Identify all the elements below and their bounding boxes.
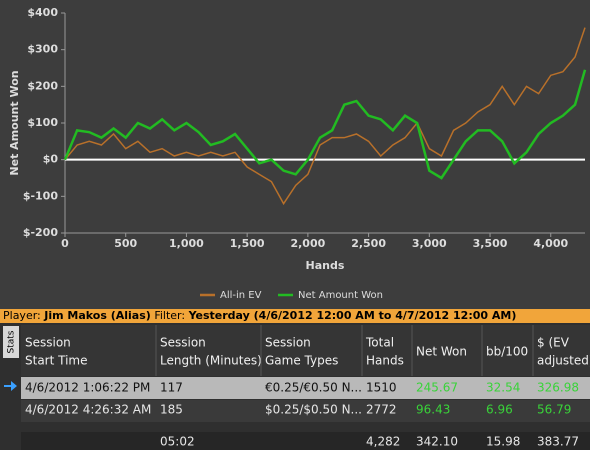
y-tick-label: $200 <box>27 79 58 92</box>
cell: 117 <box>160 381 183 395</box>
y-tick-label: $-200 <box>23 226 59 239</box>
x-tick-label: 1,500 <box>230 237 265 250</box>
y-tick-label: $400 <box>27 6 58 19</box>
cell: 32.54 <box>486 381 520 395</box>
cell: 96.43 <box>416 403 450 417</box>
stats-tab-label: Stats <box>7 330 17 353</box>
column-header: Session <box>160 336 206 350</box>
column-header: Game Types <box>265 354 338 368</box>
y-tick-label: $100 <box>27 116 58 129</box>
legend-label: Net Amount Won <box>298 290 383 301</box>
x-tick-label: 1,000 <box>169 237 204 250</box>
column-header: Session <box>265 336 311 350</box>
total-cell: 4,282 <box>366 435 400 449</box>
x-axis-label: Hands <box>306 259 345 272</box>
cell: 4/6/2012 1:06:22 PM <box>25 381 150 395</box>
header-row <box>21 325 590 376</box>
totals-row <box>21 432 590 450</box>
total-cell: 05:02 <box>160 435 195 449</box>
column-header: Session <box>25 336 71 350</box>
selected-row[interactable] <box>21 377 590 399</box>
player: Jim Makos (Alias) <box>43 309 151 322</box>
y-tick-label: $-100 <box>23 189 59 202</box>
column-header: $ (EV <box>537 336 570 350</box>
total-cell: 383.77 <box>537 435 579 449</box>
column-header: bb/100 <box>486 345 528 359</box>
cell: 4/6/2012 4:26:32 AM <box>25 403 151 417</box>
cell: 185 <box>160 403 183 417</box>
filter-text: Player: Jim Makos (Alias) Filter: Yester… <box>3 309 516 322</box>
cell: 326.98 <box>537 381 579 395</box>
cell: 6.96 <box>486 403 513 417</box>
cell: €0.25/€0.50 N... <box>265 381 362 395</box>
total-cell: 342.10 <box>416 435 458 449</box>
total-cell: 15.98 <box>486 435 520 449</box>
filter-label: Filter: <box>154 309 185 322</box>
x-tick-label: 2,500 <box>351 237 386 250</box>
cell: 1510 <box>366 381 397 395</box>
cell: 245.67 <box>416 381 458 395</box>
series-line <box>63 69 587 180</box>
cell: $0.25/$0.50 N... <box>265 403 362 417</box>
stats-tab[interactable] <box>3 326 19 358</box>
filter: Yesterday (4/6/2012 12:00 AM to 4/7/2012… <box>188 309 517 322</box>
x-tick-label: 2,000 <box>290 237 325 250</box>
series-line <box>64 27 586 206</box>
column-header: Start Time <box>25 354 88 368</box>
chart-panel <box>0 0 590 310</box>
x-tick-label: 0 <box>61 237 69 250</box>
filter-bar <box>0 309 590 323</box>
player-label: Player: <box>3 309 41 322</box>
x-tick-label: 3,000 <box>412 237 447 250</box>
x-tick-label: 500 <box>114 237 137 250</box>
current-row-arrow <box>4 381 17 391</box>
column-header: Length (Minutes) <box>160 354 262 368</box>
y-axis-label: Net Amount Won <box>8 70 21 175</box>
cell: 56.79 <box>537 403 571 417</box>
column-header: Total <box>365 336 394 350</box>
x-tick-label: 3,500 <box>473 237 508 250</box>
column-header: Hands <box>366 354 404 368</box>
y-tick-label: $300 <box>27 43 58 56</box>
row[interactable] <box>21 400 590 422</box>
column-header: Net Won <box>416 345 467 359</box>
x-tick-label: 4,000 <box>533 237 568 250</box>
column-header: adjusted) <box>537 354 590 368</box>
legend-label: All-in EV <box>220 290 262 301</box>
y-tick-label: $0 <box>43 153 59 166</box>
cell: 2772 <box>366 403 397 417</box>
